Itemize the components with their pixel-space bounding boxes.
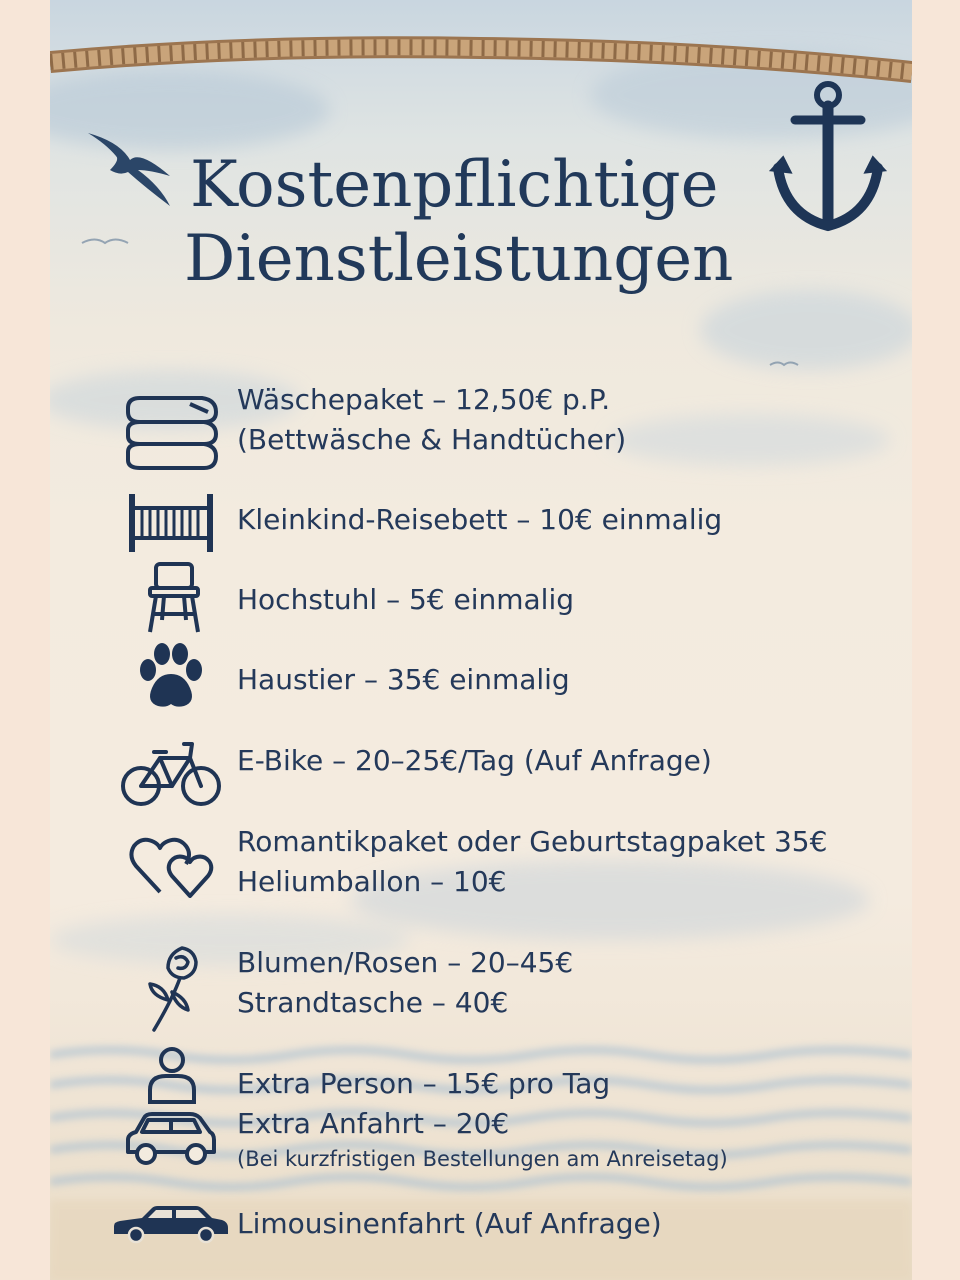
service-line: Strandtasche – 40€ xyxy=(237,986,509,1019)
service-item: Haustier – 35€ einmalig xyxy=(237,660,570,700)
service-item: Extra Anfahrt – 20€ (Bei kurzfristigen B… xyxy=(237,1104,728,1174)
service-line: Haustier – 35€ einmalig xyxy=(237,663,570,696)
anchor-icon xyxy=(768,81,888,232)
rose-icon xyxy=(148,946,198,1032)
folded-towels-icon xyxy=(126,396,218,470)
service-item: Wäschepaket – 12,50€ p.P. (Bettwäsche & … xyxy=(237,380,626,460)
bicycle-icon xyxy=(121,742,221,806)
service-item: Extra Person – 15€ pro Tag xyxy=(237,1064,610,1104)
service-note: (Bei kurzfristigen Bestellungen am Anrei… xyxy=(237,1147,728,1171)
small-seagull-icon xyxy=(81,238,799,367)
title-line-2: Dienstleistungen xyxy=(184,222,734,296)
title-line-1: Kostenpflichtige xyxy=(190,148,719,222)
rope xyxy=(50,36,912,83)
paw-icon xyxy=(140,643,202,707)
service-line: Extra Anfahrt – 20€ xyxy=(237,1107,510,1140)
service-line: Kleinkind-Reisebett – 10€ einmalig xyxy=(237,503,723,536)
two-hearts-icon xyxy=(129,837,214,898)
service-item: Hochstuhl – 5€ einmalig xyxy=(237,580,574,620)
service-item: E-Bike – 20–25€/Tag (Auf Anfrage) xyxy=(237,741,712,781)
car-icon xyxy=(126,1112,216,1165)
service-line: (Bettwäsche & Handtücher) xyxy=(237,423,627,456)
page-title: Kostenpflichtige Dienstleistungen xyxy=(184,148,733,296)
limousine-icon xyxy=(114,1206,228,1244)
service-item: Limousinenfahrt (Auf Anfrage) xyxy=(237,1204,662,1244)
service-line: Wäschepaket – 12,50€ p.P. xyxy=(237,383,611,416)
high-chair-icon xyxy=(148,562,200,633)
service-line: Blumen/Rosen – 20–45€ xyxy=(237,946,574,979)
service-item: Blumen/Rosen – 20–45€ Strandtasche – 40€ xyxy=(237,943,573,1023)
service-line: Limousinenfahrt (Auf Anfrage) xyxy=(237,1207,662,1240)
crib-icon xyxy=(129,494,213,552)
service-line: Heliumballon – 10€ xyxy=(237,865,507,898)
service-line: E-Bike – 20–25€/Tag (Auf Anfrage) xyxy=(237,744,712,777)
service-poster: Kostenpflichtige Dienstleistungen Wäsche… xyxy=(50,0,912,1280)
service-line: Romantikpaket oder Geburtstagpaket 35€ xyxy=(237,825,828,858)
service-item: Kleinkind-Reisebett – 10€ einmalig xyxy=(237,500,722,540)
person-icon xyxy=(148,1047,196,1104)
service-line: Extra Person – 15€ pro Tag xyxy=(237,1067,611,1100)
seagull-icon xyxy=(88,133,170,206)
service-item: Romantikpaket oder Geburtstagpaket 35€ H… xyxy=(237,822,827,902)
service-line: Hochstuhl – 5€ einmalig xyxy=(237,583,575,616)
